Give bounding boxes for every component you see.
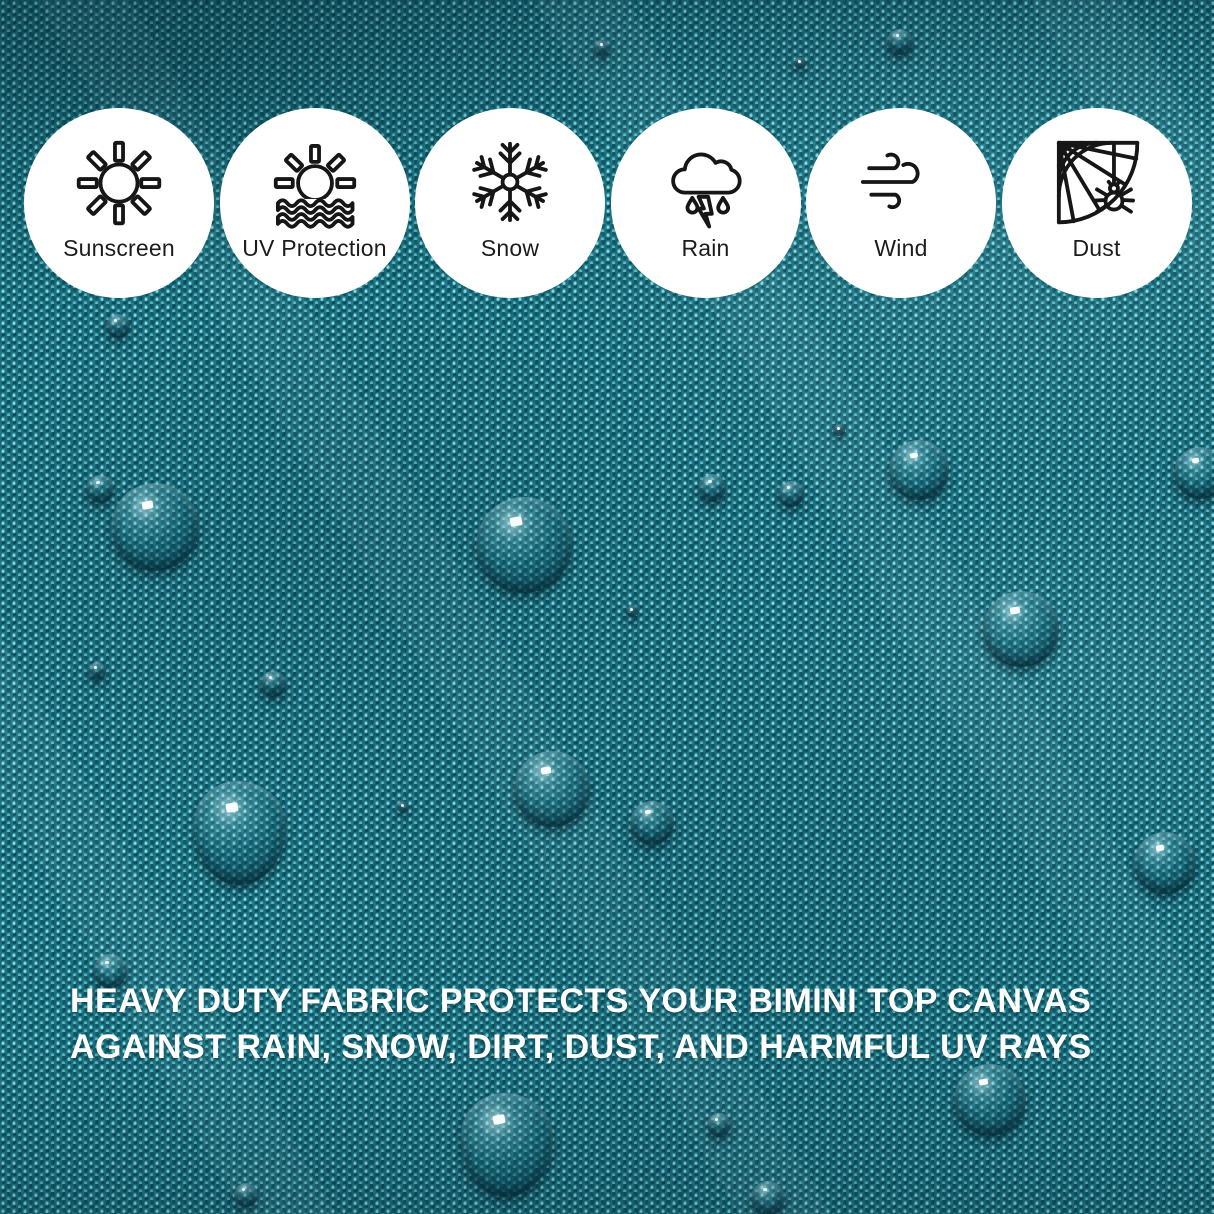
- sun-over-water-icon: [267, 144, 362, 233]
- badge-dust: Dust: [1001, 108, 1192, 298]
- badge-label: UV Protection: [242, 235, 387, 261]
- water-droplet: [698, 474, 726, 502]
- water-droplet: [260, 671, 286, 697]
- badge-label: Dust: [1072, 235, 1121, 261]
- wind-icon: [860, 152, 920, 210]
- water-droplet: [397, 801, 409, 813]
- water-droplet: [794, 57, 806, 69]
- badge-uv-protection: UV Protection: [219, 108, 410, 298]
- water-droplet: [461, 1093, 553, 1197]
- water-droplet: [86, 475, 114, 503]
- water-droplet: [476, 497, 572, 593]
- snowflake-icon: [472, 141, 548, 223]
- feature-badge-row: Sunscreen UV Protection: [24, 108, 1192, 298]
- badge-sunscreen: Sunscreen: [24, 108, 214, 298]
- badge-snow: Snow: [415, 108, 605, 298]
- badge-label: Snow: [480, 235, 540, 261]
- badge-label: Sunscreen: [63, 235, 175, 261]
- water-droplet: [983, 591, 1059, 667]
- caption-text: HEAVY DUTY FABRIC PROTECTS YOUR BIMINI T…: [70, 978, 1092, 1070]
- water-droplet: [630, 801, 674, 845]
- water-droplet: [833, 424, 845, 436]
- water-droplet: [626, 605, 638, 617]
- badge-rain: Rain: [610, 108, 801, 298]
- sun-icon: [76, 140, 162, 226]
- water-droplet: [889, 440, 949, 500]
- water-droplet: [106, 314, 130, 338]
- water-droplet: [594, 40, 610, 56]
- water-droplet: [707, 1113, 731, 1137]
- badge-label: Wind: [874, 235, 928, 261]
- water-droplet: [887, 29, 913, 55]
- water-droplet: [88, 662, 106, 680]
- water-droplet: [1174, 447, 1214, 499]
- water-droplet: [954, 1064, 1026, 1136]
- water-droplet: [751, 1181, 785, 1214]
- badge-wind: Wind: [806, 108, 996, 298]
- badge-label: Rain: [681, 235, 730, 261]
- caption-line-2: AGAINST RAIN, SNOW, DIRT, DUST, AND HARM…: [70, 1028, 1092, 1066]
- water-droplet: [514, 751, 590, 827]
- water-droplet: [234, 1183, 258, 1207]
- storm-cloud-icon: [670, 152, 742, 229]
- water-droplet: [778, 481, 804, 507]
- spider-web-icon: [1056, 140, 1139, 225]
- water-droplet: [111, 483, 199, 571]
- caption-line-1: HEAVY DUTY FABRIC PROTECTS YOUR BIMINI T…: [70, 982, 1092, 1020]
- water-droplet: [194, 781, 286, 885]
- water-droplet: [1134, 832, 1196, 894]
